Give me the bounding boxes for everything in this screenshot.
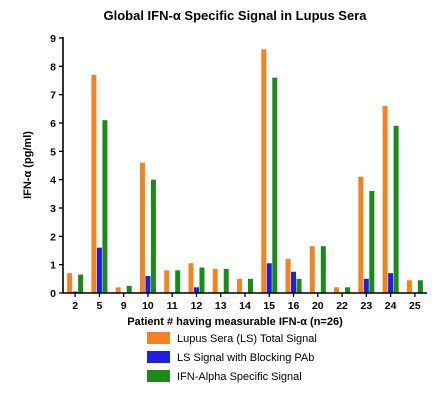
bar-total-patient-20: [310, 246, 315, 293]
bar-total-patient-15: [261, 49, 266, 293]
x-tick-label: 20: [312, 300, 324, 312]
chart-title: Global IFN-α Specific Signal in Lupus Se…: [104, 8, 368, 23]
y-tick-label: 0: [50, 288, 56, 300]
x-tick-label: 13: [215, 300, 227, 312]
x-tick-label: 10: [142, 300, 154, 312]
bar-specific-patient-5: [102, 120, 107, 293]
x-tick-label: 16: [288, 300, 300, 312]
bar-total-patient-23: [358, 177, 363, 293]
bar-blocked-patient-23: [364, 279, 369, 293]
y-axis-label: IFN-α (pg/ml): [22, 131, 34, 199]
bar-total-patient-25: [407, 280, 412, 293]
bar-total-patient-11: [164, 270, 169, 293]
x-tick-label: 23: [360, 300, 372, 312]
bar-total-patient-10: [140, 163, 145, 293]
y-tick-label: 9: [50, 33, 56, 45]
y-tick-label: 3: [50, 203, 56, 215]
x-tick-label: 15: [263, 300, 275, 312]
bar-specific-patient-9: [127, 286, 132, 293]
x-tick-label: 5: [96, 300, 102, 312]
bar-specific-patient-11: [175, 270, 180, 293]
x-axis-label: Patient # having measurable IFN-α (n=26): [127, 316, 343, 328]
bar-blocked-patient-24: [388, 273, 393, 293]
bar-total-patient-13: [213, 269, 218, 293]
x-tick-label: 24: [385, 300, 397, 312]
bar-specific-patient-14: [248, 279, 253, 293]
y-tick-label: 5: [50, 146, 56, 158]
bar-specific-patient-12: [199, 268, 204, 294]
bar-total-patient-5: [91, 75, 96, 293]
legend-swatch: [147, 332, 170, 344]
legend-swatch: [147, 370, 170, 382]
bar-specific-patient-25: [418, 280, 423, 293]
x-tick-label: 11: [167, 300, 178, 312]
x-tick-label: 14: [239, 300, 251, 312]
y-tick-label: 8: [50, 61, 56, 73]
bar-blocked-patient-10: [145, 276, 150, 293]
bar-total-patient-9: [116, 287, 121, 293]
bar-specific-patient-13: [224, 269, 229, 293]
x-tick-label: 12: [191, 300, 203, 312]
bar-blocked-patient-16: [291, 272, 296, 293]
y-tick-label: 7: [50, 90, 56, 102]
y-tick-label: 1: [50, 260, 56, 272]
bar-specific-patient-16: [297, 279, 302, 293]
x-tick-label: 22: [336, 300, 348, 312]
bar-blocked-patient-15: [267, 263, 272, 293]
x-tick-label: 9: [121, 300, 127, 312]
legend-label: Lupus Sera (LS) Total Signal: [177, 333, 317, 345]
bar-specific-patient-2: [78, 275, 83, 293]
bar-total-patient-12: [188, 263, 193, 293]
bar-total-patient-22: [334, 287, 339, 293]
bar-specific-patient-22: [345, 287, 350, 293]
bar-total-patient-24: [383, 106, 388, 293]
legend-label: IFN-Alpha Specific Signal: [177, 371, 302, 383]
bar-blocked-patient-12: [194, 287, 199, 293]
x-tick-label: 25: [409, 300, 421, 312]
bar-blocked-patient-5: [97, 248, 102, 293]
y-tick-label: 6: [50, 118, 56, 130]
y-tick-label: 2: [50, 231, 56, 243]
bar-specific-patient-24: [394, 126, 399, 293]
legend-swatch: [147, 351, 170, 363]
x-tick-label: 2: [72, 300, 78, 312]
legend-label: LS Signal with Blocking PAb: [177, 352, 314, 364]
bars-layer: [67, 49, 423, 293]
y-tick-label: 4: [50, 175, 56, 187]
bar-total-patient-14: [237, 279, 242, 293]
bar-total-patient-16: [286, 259, 291, 293]
legend: Lupus Sera (LS) Total Signal LS Signal wi…: [147, 332, 317, 383]
bar-specific-patient-20: [321, 246, 326, 293]
bar-specific-patient-10: [151, 180, 156, 293]
bar-specific-patient-23: [369, 191, 374, 293]
bar-total-patient-2: [67, 273, 72, 293]
bar-specific-patient-15: [272, 78, 277, 293]
